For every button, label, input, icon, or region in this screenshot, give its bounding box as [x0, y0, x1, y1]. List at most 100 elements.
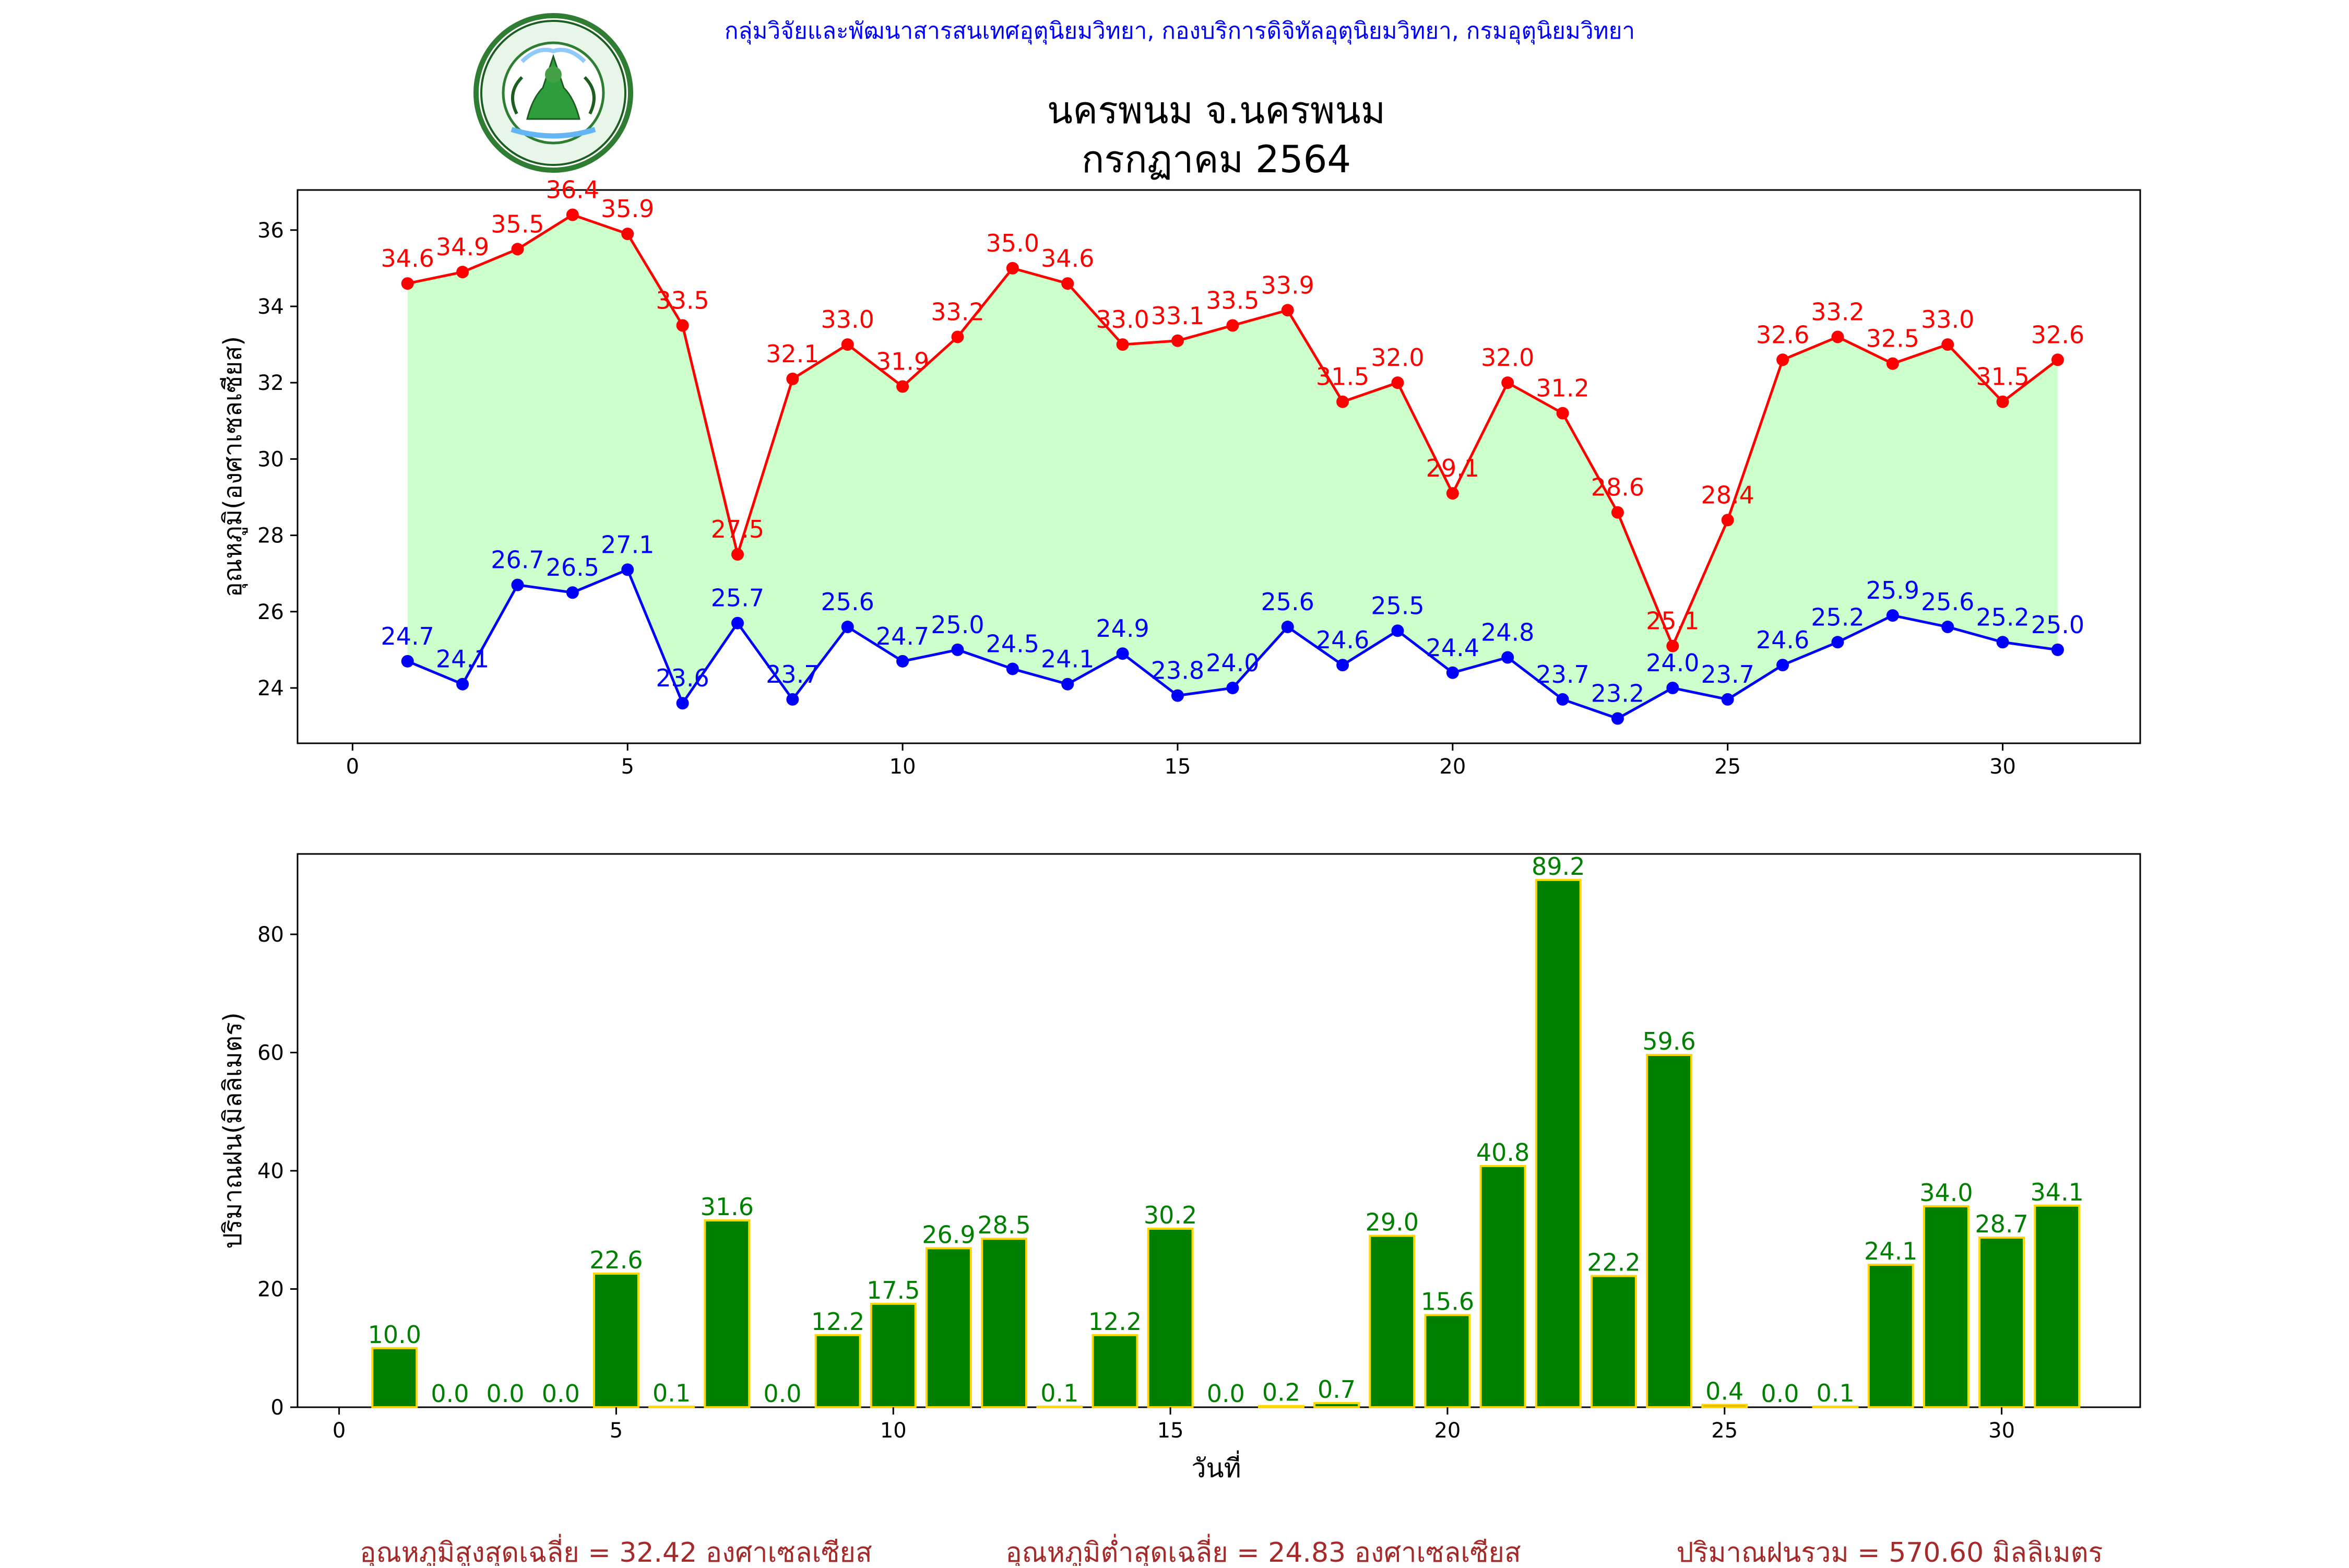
min-temperature-point — [401, 655, 414, 668]
x-tick-label: 10 — [880, 1419, 907, 1443]
max-temperature-point — [1501, 376, 1514, 389]
y-tick-label: 24 — [257, 676, 284, 700]
rainfall-value-label: 40.8 — [1476, 1138, 1529, 1167]
min-temperature-value-label: 24.1 — [1041, 645, 1094, 673]
min-temperature-point — [1611, 712, 1624, 725]
rainfall-value-label: 31.6 — [701, 1193, 754, 1221]
rainfall-value-label: 30.2 — [1144, 1201, 1197, 1229]
rainfall-value-label: 59.6 — [1642, 1027, 1695, 1055]
x-tick-label: 15 — [1157, 1419, 1184, 1443]
max-temperature-value-label: 33.2 — [931, 298, 984, 326]
max-temperature-point — [511, 243, 524, 256]
min-temperature-value-label: 24.6 — [1756, 626, 1809, 654]
temperature-points — [401, 208, 2064, 725]
min-temperature-point — [2051, 643, 2064, 656]
max-temperature-point — [1006, 262, 1019, 275]
max-temperature-value-label: 34.6 — [381, 244, 434, 272]
min-temperature-point — [1226, 682, 1239, 694]
max-temperature-value-label: 31.2 — [1536, 374, 1589, 402]
max-temperature-point — [731, 548, 744, 561]
max-temperature-value-label: 32.0 — [1481, 343, 1534, 372]
rainfall-value-label: 0.2 — [1262, 1379, 1300, 1407]
min-temperature-value-label: 24.0 — [1646, 649, 1699, 677]
max-temperature-value-label: 31.9 — [876, 347, 929, 375]
rainfall-value-label: 0.4 — [1705, 1377, 1743, 1405]
min-temperature-value-label: 25.6 — [821, 588, 874, 616]
min-temperature-point — [786, 693, 799, 706]
min-temperature-value-label: 23.8 — [1151, 657, 1204, 685]
rainfall-x-axis-label: วันที่ — [1191, 1451, 1241, 1483]
x-tick-label: 25 — [1711, 1419, 1738, 1443]
min-temperature-point — [951, 643, 964, 656]
min-temperature-point — [1006, 662, 1019, 675]
min-temperature-value-label: 27.1 — [601, 530, 654, 559]
y-tick-label: 60 — [257, 1041, 284, 1065]
x-tick-label: 15 — [1165, 755, 1191, 779]
min-temperature-value-label: 25.6 — [1261, 588, 1314, 616]
rainfall-value-labels: 10.00.0 0.0 0.022.60.131.60.012.217.526.9 2… — [368, 852, 2084, 1408]
temperature-value-labels: 34.6 34.935.536.435.933.527.532.133.031.9… — [381, 176, 2085, 708]
min-temperature-value-label: 24.9 — [1096, 614, 1149, 643]
max-temperature-value-label: 25.1 — [1646, 607, 1699, 635]
total-rainfall: ปริมาณฝนรวม = 570.60 มิลลิเมตร — [1677, 1537, 2103, 1566]
y-tick-label: 20 — [257, 1278, 284, 1302]
max-temperature-point — [786, 372, 799, 385]
max-temperature-value-label: 28.6 — [1591, 473, 1644, 502]
x-tick-label: 25 — [1714, 755, 1741, 779]
max-temperature-value-label: 35.9 — [601, 195, 654, 223]
max-temperature-value-label: 35.5 — [491, 210, 544, 238]
max-temperature-value-label: 28.4 — [1701, 481, 1754, 509]
min-temperature-point — [1446, 666, 1459, 679]
rainfall-bar — [1092, 1334, 1138, 1409]
rainfall-bar — [1535, 878, 1582, 1409]
temperature-plot-frame — [296, 189, 2141, 744]
max-temperature-value-label: 32.1 — [766, 340, 819, 368]
x-tick-label: 5 — [621, 755, 634, 779]
min-temperature-point — [1061, 678, 1074, 691]
rainfall-bar — [1369, 1234, 1416, 1409]
min-temperature-value-label: 25.2 — [1811, 603, 1864, 631]
min-temperature-point — [1941, 621, 1954, 634]
min-temperature-point — [1116, 647, 1129, 660]
min-temperature-value-label: 24.6 — [1316, 626, 1369, 654]
rainfall-value-label: 0.0 — [431, 1380, 469, 1408]
y-tick-label: 28 — [257, 524, 284, 548]
min-temperature-point — [1336, 659, 1349, 672]
rainfall-value-label: 34.0 — [1919, 1179, 1973, 1207]
rainfall-bar — [1479, 1165, 1526, 1408]
x-tick-label: 20 — [1434, 1419, 1461, 1443]
min-temperature-value-label: 23.7 — [1536, 660, 1589, 688]
rainfall-value-label: 0.1 — [1817, 1379, 1855, 1407]
x-tick-label: 0 — [346, 755, 359, 779]
rainfall-value-label: 26.9 — [922, 1220, 975, 1249]
min-temperature-point — [896, 655, 909, 668]
rainfall-bar — [1147, 1227, 1194, 1408]
max-temperature-value-label: 33.5 — [1206, 287, 1259, 315]
rainfall-bar — [1646, 1054, 1693, 1408]
temperature-range-fill — [407, 215, 2058, 719]
max-temperature-value-label: 33.0 — [821, 305, 874, 334]
max-temperature-value-label: 34.6 — [1041, 244, 1094, 272]
min-temperature-point — [676, 697, 689, 710]
max-temperature-point — [1336, 395, 1349, 408]
temperature-x-axis: 0 5 10 15 20 25 30 — [346, 743, 2016, 779]
rainfall-bar — [704, 1219, 751, 1408]
min-temperature-point — [1556, 693, 1569, 706]
average-max-temperature: อุณหภูมิสูงสุดเฉลี่ย = 32.42 องศาเซลเซีย… — [360, 1534, 872, 1566]
max-temperature-point — [1941, 338, 1954, 351]
min-temperature-value-label: 23.6 — [656, 664, 709, 692]
min-temperature-point — [841, 621, 854, 634]
rainfall-bar — [1313, 1402, 1360, 1409]
min-temperature-value-label: 25.7 — [711, 584, 764, 612]
rainfall-value-label: 22.6 — [589, 1246, 643, 1274]
rainfall-value-label: 89.2 — [1532, 852, 1585, 881]
max-temperature-point — [951, 330, 964, 343]
rainfall-value-label: 28.7 — [1975, 1210, 2028, 1238]
rainfall-value-label: 12.2 — [1088, 1308, 1142, 1336]
y-tick-label: 80 — [257, 923, 284, 947]
y-tick-label: 0 — [271, 1396, 284, 1420]
rainfall-panel: 10.00.0 0.0 0.022.60.131.60.012.217.526.9 2… — [218, 852, 2141, 1483]
max-temperature-value-label: 33.0 — [1096, 305, 1149, 334]
max-temperature-value-label: 32.6 — [1756, 320, 1809, 349]
department-line: กลุ่มวิจัยและพัฒนาสารสนเทศอุตุนิยมวิทยา,… — [725, 18, 1635, 45]
